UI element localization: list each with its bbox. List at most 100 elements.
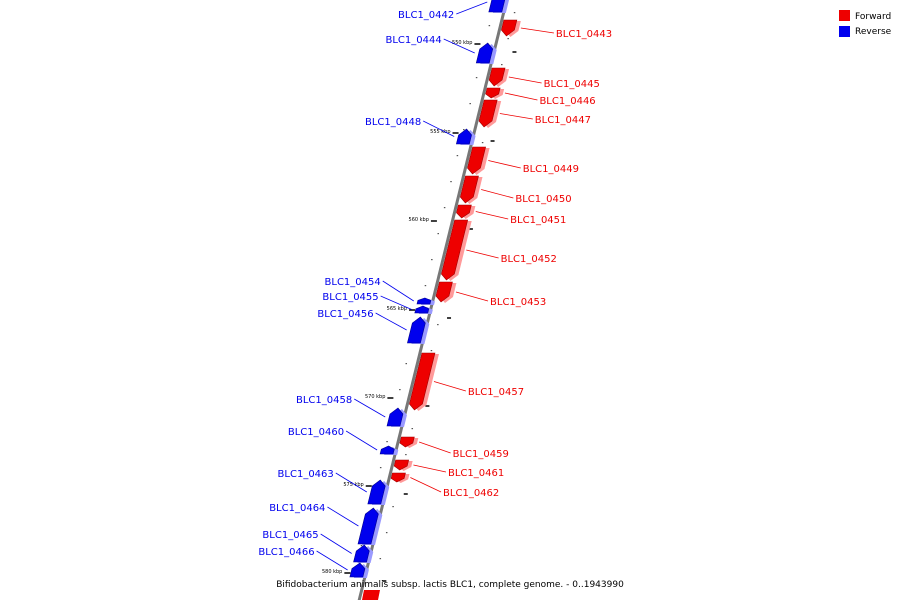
gene-label[interactable]: BLC1_0444 [386, 35, 442, 46]
gene-BLC1_0444[interactable] [475, 42, 497, 64]
gene-arrow [386, 407, 404, 427]
tick-label: 560 kbp [409, 217, 429, 223]
gene-arrow [467, 146, 487, 175]
gene-label-leader [481, 189, 514, 199]
gene-BLC1_0445[interactable] [488, 67, 510, 87]
gene-label[interactable]: BLC1_0461 [448, 468, 504, 479]
gene-BLC1_0462[interactable] [390, 472, 410, 483]
gene-label[interactable]: BLC1_0458 [296, 395, 352, 406]
legend: Forward Reverse [839, 10, 892, 37]
gene-arrow [485, 87, 501, 99]
gene-label[interactable]: BLC1_0466 [258, 547, 314, 558]
gene-label[interactable]: BLC1_0448 [365, 117, 421, 128]
minor-tick [481, 142, 484, 144]
gene-BLC1_0459[interactable] [399, 436, 419, 448]
gene-label-leader [327, 506, 359, 527]
gene-label-leader [520, 27, 554, 34]
gene-arrow [501, 19, 518, 37]
tick-label: 565 kbp [387, 306, 407, 312]
gene-BLC1_0455[interactable] [414, 305, 433, 314]
gene-BLC1_0466[interactable] [349, 562, 369, 578]
gene-label[interactable]: BLC1_0460 [288, 427, 344, 438]
minor-tick [488, 25, 491, 27]
gene-label[interactable]: BLC1_0457 [468, 387, 524, 398]
gene-BLC1_0458[interactable] [386, 407, 407, 427]
gene-label[interactable]: BLC1_0456 [317, 309, 373, 320]
tick-label: 575 kbp [343, 482, 363, 488]
gene-label[interactable]: BLC1_0442 [398, 10, 454, 21]
minor-tick [456, 155, 459, 157]
minor-tick [399, 389, 401, 391]
gene-label-leader [335, 472, 367, 493]
gene-BLC1_0450[interactable] [460, 175, 483, 204]
gene-arrow [441, 219, 469, 281]
gene-arrow [460, 175, 479, 204]
gene-BLC1_0448[interactable] [455, 128, 476, 145]
legend-forward-label: Forward [855, 12, 891, 22]
gene-label-leader [380, 295, 412, 310]
legend-reverse-swatch [839, 26, 850, 37]
gene-label[interactable]: BLC1_0465 [262, 530, 318, 541]
gene-BLC1_0453[interactable] [435, 281, 457, 303]
gene-BLC1_0454[interactable] [416, 297, 435, 305]
gene-BLC1_0446[interactable] [485, 87, 505, 99]
gene-label[interactable]: BLC1_0447 [535, 115, 591, 126]
minor-tick [411, 428, 414, 430]
gene-arrow-partial [362, 590, 380, 600]
minor-tick [430, 350, 433, 352]
gene-BLC1_0451[interactable] [456, 204, 476, 219]
gene-label[interactable]: BLC1_0459 [453, 449, 509, 460]
gene-label[interactable]: BLC1_0445 [544, 79, 600, 90]
gene-label[interactable]: BLC1_0454 [325, 277, 381, 288]
gene-label[interactable]: BLC1_0453 [490, 297, 546, 308]
gene-label[interactable]: BLC1_0451 [510, 215, 566, 226]
gene-BLC1_0456[interactable] [407, 316, 430, 344]
gene-BLC1_0460[interactable] [379, 445, 399, 455]
gene-label[interactable]: BLC1_0464 [269, 503, 325, 514]
gene-BLC1_0461[interactable] [393, 459, 413, 471]
gene-BLC1_0465[interactable] [353, 544, 374, 563]
gene-arrow [435, 281, 453, 303]
minor-tick [405, 363, 408, 365]
legend-forward-swatch [839, 10, 850, 21]
minor-tick [501, 64, 503, 66]
gene-arrow [390, 472, 406, 483]
gene-label[interactable]: BLC1_0449 [523, 164, 579, 175]
gene-label[interactable]: BLC1_0463 [278, 469, 334, 480]
gene-label-leader [418, 441, 451, 454]
minor-tick [437, 324, 439, 326]
gene-arrow [478, 99, 498, 128]
gene-label[interactable]: BLC1_0446 [539, 96, 595, 107]
gene-BLC1_0442[interactable] [488, 0, 510, 13]
gene-label-leader [410, 477, 442, 493]
gene-BLC1_0457[interactable] [409, 352, 439, 411]
gene-BLC1_0449[interactable] [467, 146, 490, 175]
gene-label-leader [475, 211, 509, 220]
minor-tick [507, 38, 509, 40]
gene-label-leader [320, 533, 352, 554]
minor-tick [386, 441, 388, 443]
gene-label[interactable]: BLC1_0455 [322, 292, 378, 303]
gene-BLC1_0452[interactable] [441, 219, 472, 281]
gene-label[interactable]: BLC1_0443 [556, 29, 612, 40]
gene-BLC1_0463[interactable] [367, 479, 390, 505]
gene-arrow [456, 204, 472, 219]
gene-arrow [407, 316, 426, 344]
minor-tick [437, 233, 439, 235]
gene-arrow [353, 544, 370, 563]
minor-tick [443, 207, 446, 209]
gene-arrow [475, 42, 494, 64]
gene-label[interactable]: BLC1_0462 [443, 488, 499, 499]
gene-label-leader [316, 550, 348, 571]
minor-tick [469, 103, 471, 105]
gene-label-leader [504, 92, 538, 101]
gene-BLC1_0464[interactable] [357, 507, 383, 545]
gene-BLC1_0443[interactable] [501, 19, 521, 37]
gene-arrow [349, 562, 366, 578]
gene-BLC1_0447[interactable] [478, 99, 502, 128]
gene-arrow [455, 128, 472, 145]
gene-label[interactable]: BLC1_0450 [515, 194, 571, 205]
gene-arrow [393, 459, 410, 471]
gene-label-leader [382, 280, 414, 302]
gene-label[interactable]: BLC1_0452 [501, 254, 557, 265]
